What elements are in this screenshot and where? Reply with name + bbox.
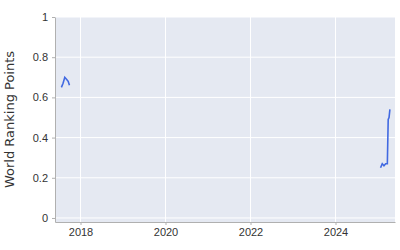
x-tick-mark: [81, 222, 82, 225]
x-tick: 2024: [324, 222, 348, 238]
x-tick-label: 2018: [69, 226, 93, 238]
grid-line: [335, 17, 336, 222]
x-tick-label: 2022: [239, 226, 263, 238]
grid-line: [55, 177, 395, 178]
y-tick: 0: [42, 212, 55, 224]
x-tick-label: 2024: [324, 226, 348, 238]
chart: 0 0.2 0.4 0.6 0.8 1 2018 2020 2022 2024 World Rank…: [0, 0, 400, 250]
x-tick-mark: [251, 222, 252, 225]
grid-line: [250, 17, 251, 222]
y-axis: 0 0.2 0.4 0.6 0.8 1: [33, 11, 56, 224]
grid-line: [55, 137, 395, 138]
y-axis-line: [55, 18, 56, 223]
y-tick-label: 0.2: [33, 172, 48, 184]
grid-line: [80, 17, 81, 222]
y-tick: 0.6: [33, 91, 55, 103]
x-tick: 2022: [239, 222, 263, 238]
grid-line: [55, 57, 395, 58]
x-tick-mark: [336, 222, 337, 225]
x-axis-line: [56, 222, 396, 223]
x-tick: 2020: [154, 222, 178, 238]
y-tick-mark: [52, 57, 55, 58]
grid-line: [55, 97, 395, 98]
grid-line: [165, 17, 166, 222]
x-tick-mark: [166, 222, 167, 225]
x-axis: 2018 2020 2022 2024: [56, 222, 396, 238]
y-axis-title: World Ranking Points: [2, 51, 17, 188]
y-tick: 0.8: [33, 51, 55, 63]
plot: 0 0.2 0.4 0.6 0.8 1 2018 2020 2022 2024: [33, 11, 396, 238]
y-tick-mark: [52, 97, 55, 98]
y-tick: 0.4: [33, 132, 55, 144]
grid-line: [55, 17, 395, 18]
y-tick: 0.2: [33, 172, 55, 184]
y-tick-mark: [52, 17, 55, 18]
y-tick-label: 1: [42, 11, 48, 23]
y-tick-label: 0.6: [33, 91, 48, 103]
plot-background: [55, 17, 395, 222]
y-tick-mark: [52, 218, 55, 219]
y-tick-mark: [52, 178, 55, 179]
y-tick: 1: [42, 11, 55, 23]
x-tick: 2018: [69, 222, 93, 238]
line: [61, 77, 390, 167]
y-tick-label: 0.4: [33, 132, 48, 144]
x-tick-label: 2020: [154, 226, 178, 238]
y-tick-label: 0: [42, 212, 48, 224]
y-tick-mark: [52, 138, 55, 139]
y-tick-label: 0.8: [33, 51, 48, 63]
marks: [61, 77, 390, 167]
grid-line: [55, 217, 395, 218]
